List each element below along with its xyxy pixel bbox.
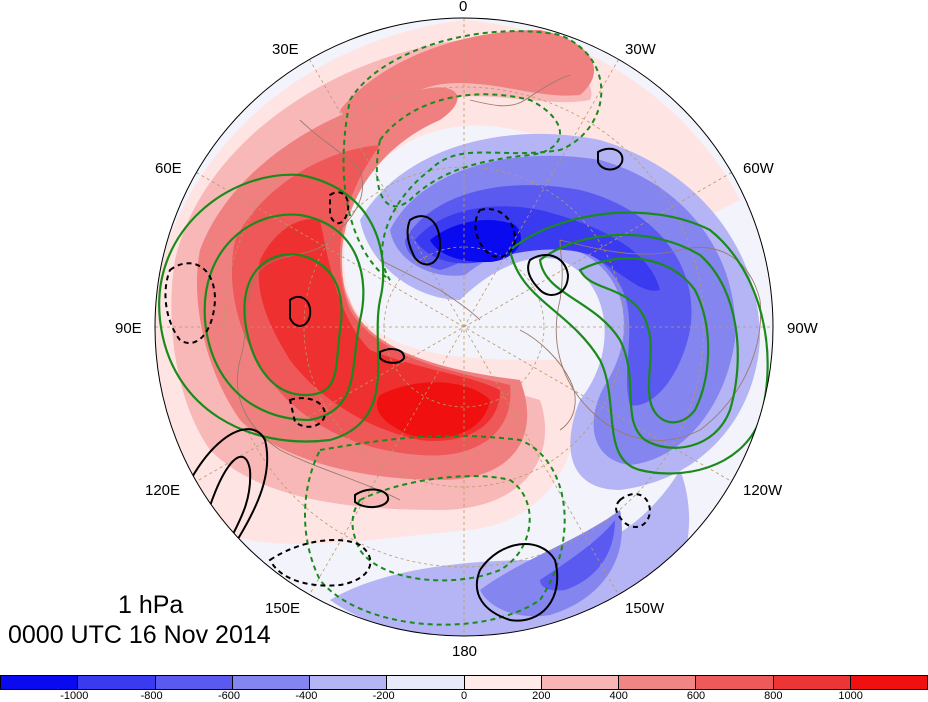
contour-layer [158, 30, 769, 626]
map-border [154, 17, 774, 637]
lon-label-60w: 60W [743, 160, 774, 177]
colorbar-bin [1, 676, 79, 689]
lon-label-180: 180 [452, 643, 478, 660]
lon-label-90w: 90W [787, 320, 818, 337]
lon-label-30w: 30W [625, 41, 656, 58]
lon-label-0: 0 [459, 0, 468, 15]
lon-label-60e: 60E [155, 160, 182, 177]
colorbar-bin [464, 676, 542, 689]
colorbar-tick-label: -1000 [60, 690, 89, 702]
colorbar-bin [310, 676, 388, 689]
pressure-level-label: 1 hPa [118, 591, 184, 619]
colorbar-bin [619, 676, 697, 689]
lon-label-150w: 150W [625, 600, 665, 617]
colorbar-tick-label: 800 [764, 690, 783, 702]
colorbar-bin [541, 676, 619, 689]
colorbar-tick-label: -200 [372, 690, 395, 702]
lon-label-150e: 150E [265, 600, 301, 617]
colorbar-bin [232, 676, 310, 689]
colorbar-bin [773, 676, 851, 689]
graticule [155, 18, 773, 636]
coastlines [236, 74, 762, 501]
colorbar-bin [696, 676, 774, 689]
colorbar-tick-label: -400 [295, 690, 318, 702]
colorbar [0, 675, 928, 690]
colorbar-bin [387, 676, 465, 689]
lon-label-120e: 120E [145, 482, 181, 499]
valid-time-label: 0000 UTC 16 Nov 2014 [8, 621, 271, 649]
colorbar-tick-label: 0 [460, 690, 468, 702]
colorbar-tick-label: 400 [609, 690, 628, 702]
colorbar-tick-label: 200 [532, 690, 551, 702]
colorbar-tick-label: -600 [217, 690, 241, 702]
lon-label-120w: 120W [743, 482, 783, 499]
colorbar-bin [155, 676, 233, 689]
lon-label-30e: 30E [272, 41, 299, 58]
colorbar-tick-label: -800 [140, 690, 163, 702]
colorbar-tick-label: 600 [686, 690, 706, 702]
colorbar-tick-label: 1000 [838, 690, 863, 702]
lon-label-90e: 90E [115, 320, 142, 337]
colorbar-bin [78, 676, 156, 689]
colorbar-bin [850, 676, 927, 689]
